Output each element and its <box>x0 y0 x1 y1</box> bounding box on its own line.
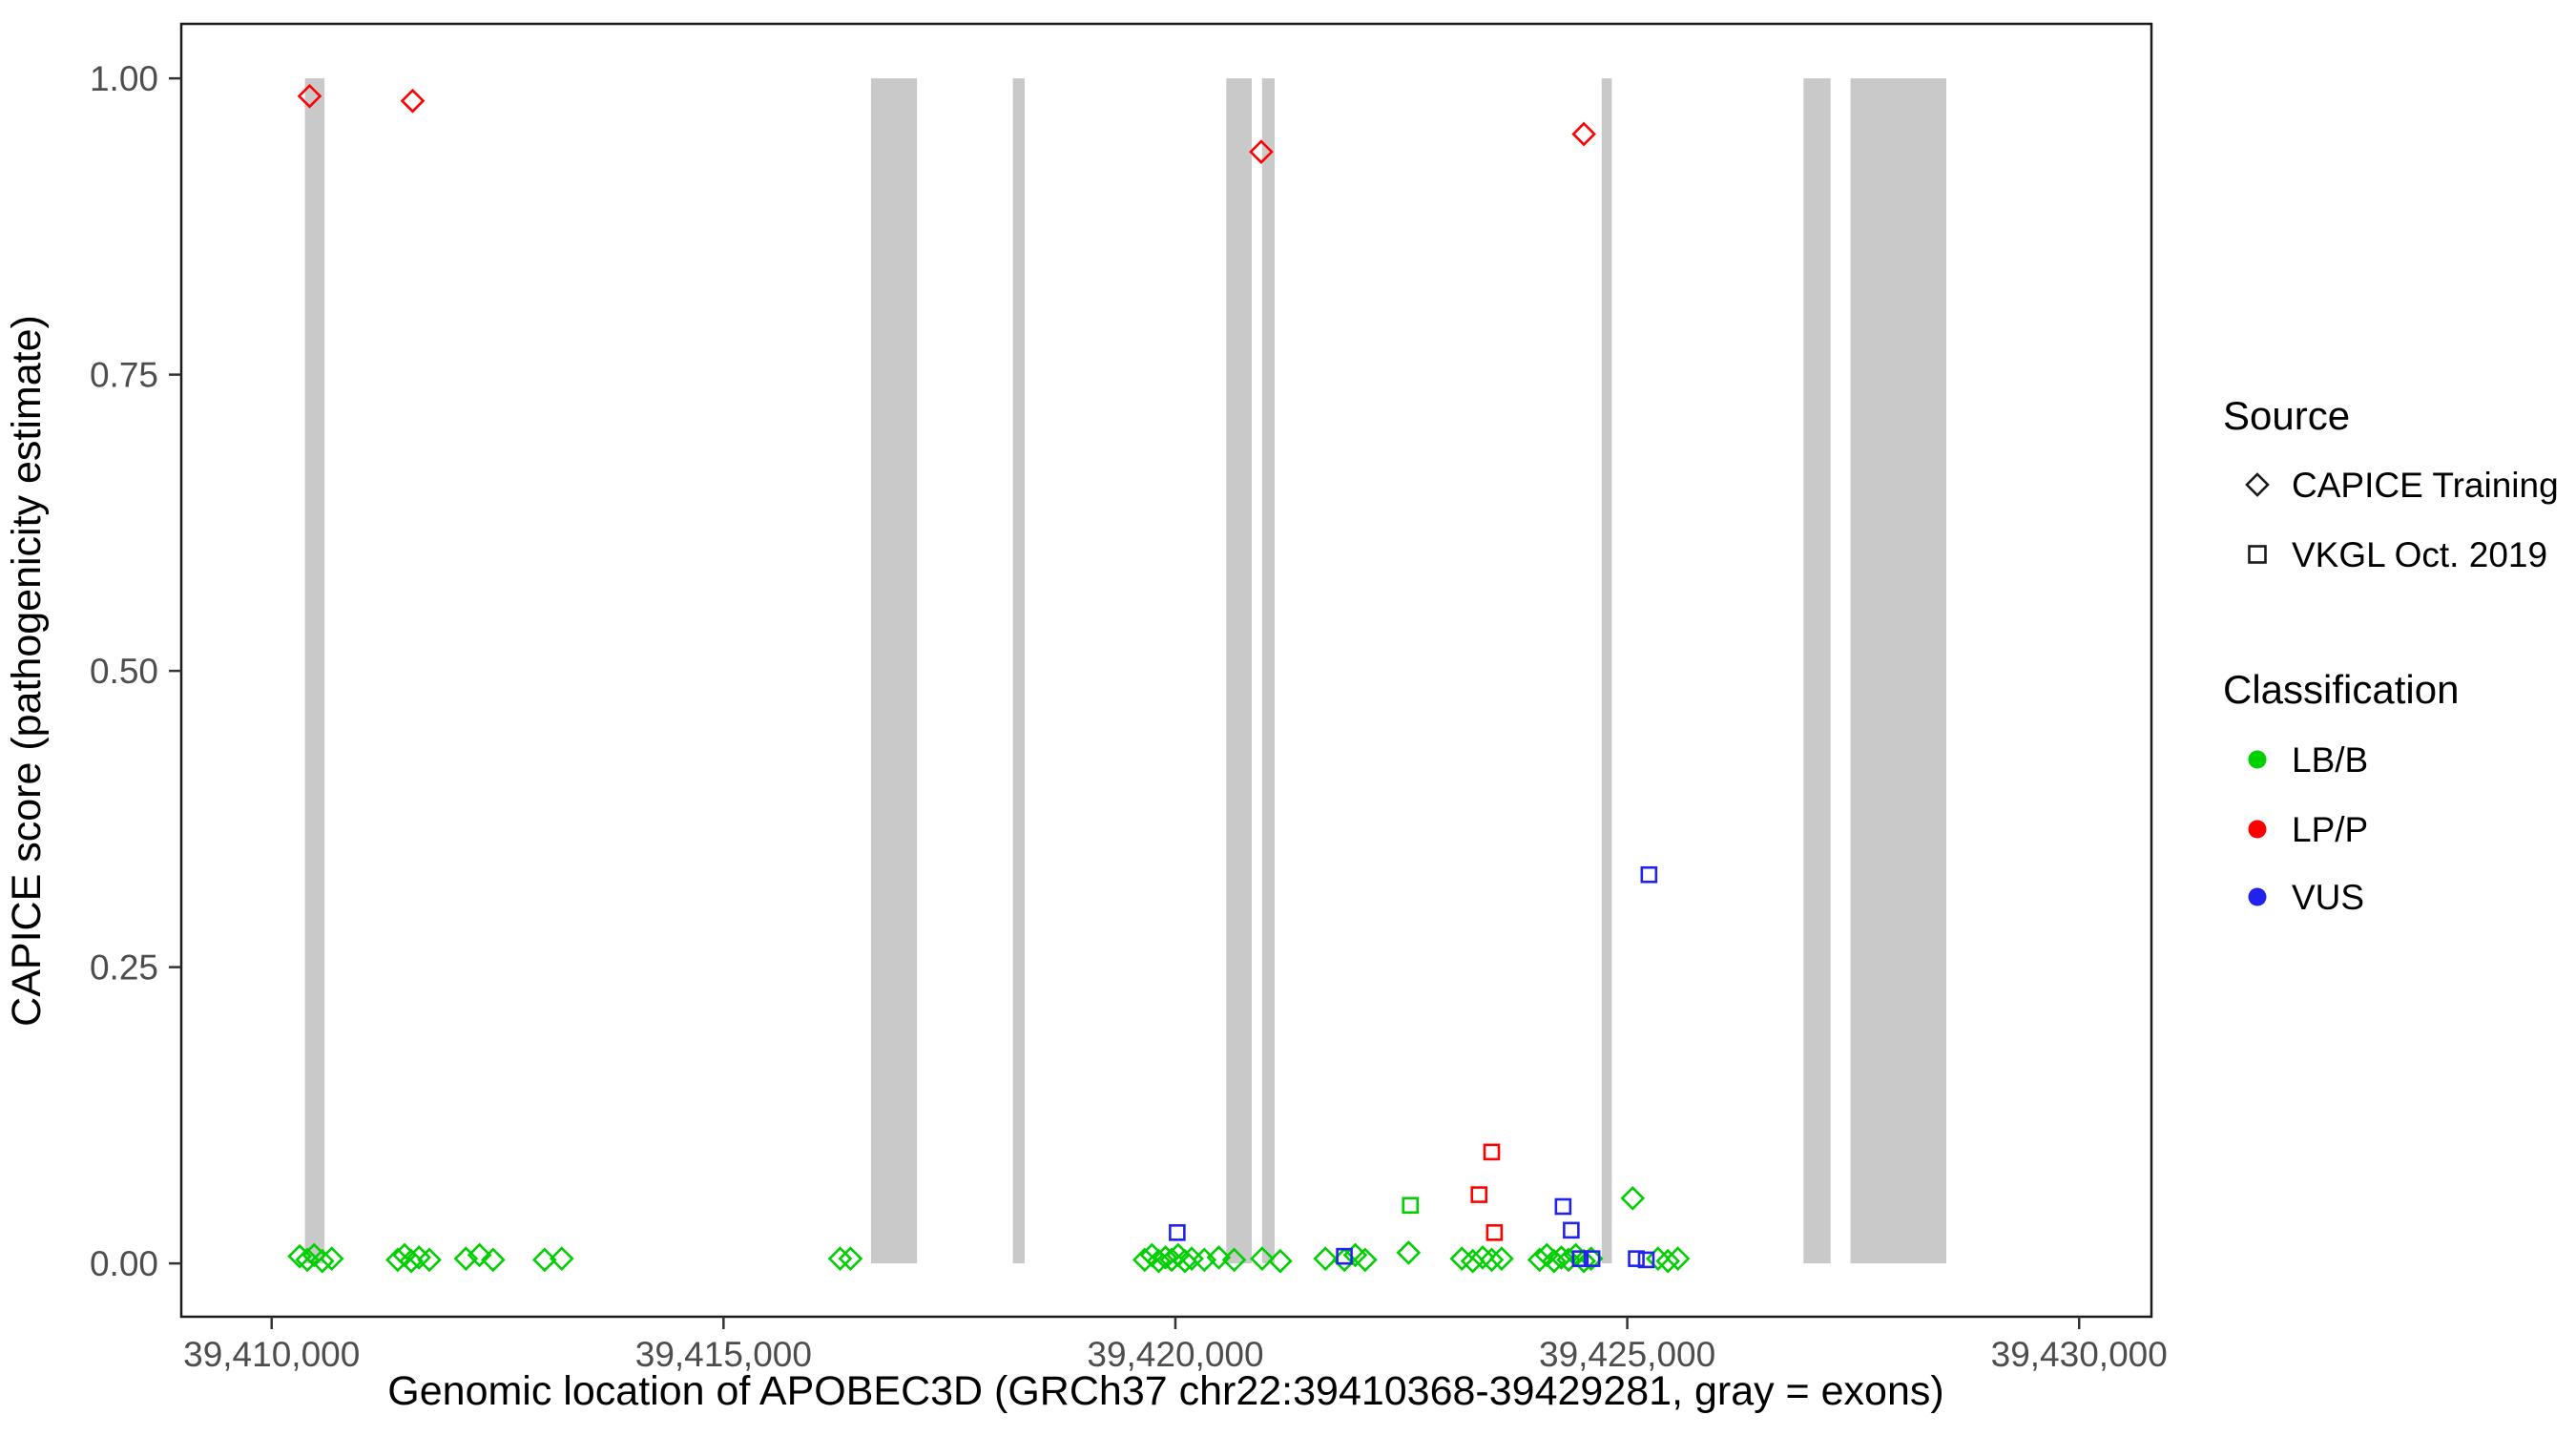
point-square <box>1554 1197 1572 1216</box>
x-tick-label: 39,425,000 <box>1539 1335 1715 1374</box>
point-square <box>1637 1251 1655 1269</box>
point-diamond <box>480 1247 506 1273</box>
point-diamond <box>838 1246 863 1271</box>
point-square <box>1470 1186 1488 1203</box>
vus-dot-icon <box>2248 887 2267 906</box>
point-square <box>1640 865 1658 884</box>
point-diamond <box>1173 1248 1197 1274</box>
vkgl-square-icon <box>2248 545 2267 564</box>
point-square <box>1563 1221 1580 1239</box>
point-diamond <box>417 1247 442 1273</box>
point-diamond <box>1571 1248 1596 1274</box>
exon-bands <box>304 78 1946 1264</box>
y-tick-label: 0.00 <box>90 1244 158 1283</box>
point-diamond <box>1655 1248 1681 1274</box>
legend-item-lpp: LP/P <box>2292 810 2368 849</box>
point-diamond <box>399 1248 424 1274</box>
point-diamond <box>1153 1245 1178 1270</box>
legend-item-capice-training: CAPICE Training <box>2292 466 2559 505</box>
point-square <box>1583 1250 1601 1267</box>
point-diamond <box>1146 1248 1172 1274</box>
point-diamond <box>1548 1245 1574 1270</box>
point-diamond <box>1460 1248 1485 1274</box>
legend-item-lbb: LB/B <box>2292 740 2368 780</box>
y-tick-label: 0.25 <box>90 948 158 988</box>
y-tick-label: 0.75 <box>90 356 158 395</box>
point-diamond <box>1620 1185 1646 1211</box>
plot-panel: 39,410,000 39,415,000 39,420,000 39,425,000… <box>90 22 2168 1374</box>
x-axis-title: Genomic location of APOBEC3D (GRCh37 chr… <box>387 1368 1943 1414</box>
capice-training-diamond-icon <box>2245 472 2270 497</box>
point-diamond <box>400 88 426 114</box>
x-tick-label: 39,410,000 <box>183 1335 360 1374</box>
point-diamond <box>295 1247 320 1273</box>
point-square <box>1336 1247 1353 1265</box>
point-diamond <box>531 1247 557 1273</box>
legend-source-title: Source <box>2223 393 2350 438</box>
exon-band <box>870 78 918 1264</box>
point-diamond <box>453 1246 479 1271</box>
legend-classification: Classification LB/B LP/P VUS <box>2223 667 2459 917</box>
exon-band <box>304 78 325 1264</box>
point-diamond <box>309 1248 335 1274</box>
lpp-dot-icon <box>2248 820 2267 839</box>
point-diamond <box>1479 1247 1505 1273</box>
point-diamond <box>1206 1245 1232 1270</box>
point-diamond <box>1449 1246 1475 1271</box>
point-diamond <box>1192 1247 1217 1273</box>
point-diamond <box>297 83 322 109</box>
point-diamond <box>467 1242 492 1268</box>
exon-band <box>1261 78 1275 1264</box>
point-square <box>1169 1224 1186 1241</box>
point-diamond <box>1353 1247 1378 1273</box>
point-square <box>1402 1197 1420 1215</box>
point-diamond <box>1268 1248 1293 1274</box>
point-square <box>1485 1224 1504 1241</box>
point-square <box>1628 1250 1645 1267</box>
exon-band <box>1226 78 1253 1264</box>
axes: 39,410,000 39,415,000 39,420,000 39,425,000… <box>90 59 2168 1374</box>
point-diamond <box>1556 1247 1581 1273</box>
exon-band <box>1601 78 1612 1264</box>
point-diamond <box>827 1246 853 1271</box>
point-square <box>1483 1143 1501 1161</box>
exon-band <box>1012 78 1025 1264</box>
point-diamond <box>1313 1246 1339 1271</box>
point-diamond <box>1249 139 1274 164</box>
point-diamond <box>1221 1247 1247 1273</box>
point-diamond <box>1665 1246 1691 1271</box>
legend-item-vkgl: VKGL Oct. 2019 <box>2292 535 2547 574</box>
legend-source: Source CAPICE Training VKGL Oct. 2019 <box>2223 393 2559 574</box>
point-diamond <box>549 1246 574 1271</box>
y-tick-label: 0.50 <box>90 652 158 691</box>
data-points <box>287 83 1691 1274</box>
x-tick-label: 39,430,000 <box>1991 1335 2168 1374</box>
point-diamond <box>1396 1240 1422 1265</box>
legend-item-vus: VUS <box>2292 878 2364 917</box>
x-tick-label: 39,415,000 <box>635 1335 812 1374</box>
point-diamond <box>1250 1246 1275 1271</box>
lbb-dot-icon <box>2248 750 2267 769</box>
point-diamond <box>1489 1246 1514 1271</box>
y-axis-title: CAPICE score (pathogenicity estimate) <box>4 315 50 1027</box>
point-diamond <box>1571 121 1596 147</box>
point-square <box>1571 1250 1589 1267</box>
x-tick-label: 39,420,000 <box>1087 1335 1263 1374</box>
legend-classification-title: Classification <box>2223 667 2459 712</box>
point-diamond <box>1470 1245 1495 1270</box>
exon-band <box>1850 78 1946 1264</box>
exon-band <box>1803 78 1831 1264</box>
y-tick-label: 1.00 <box>90 59 158 98</box>
point-diamond <box>319 1246 344 1271</box>
